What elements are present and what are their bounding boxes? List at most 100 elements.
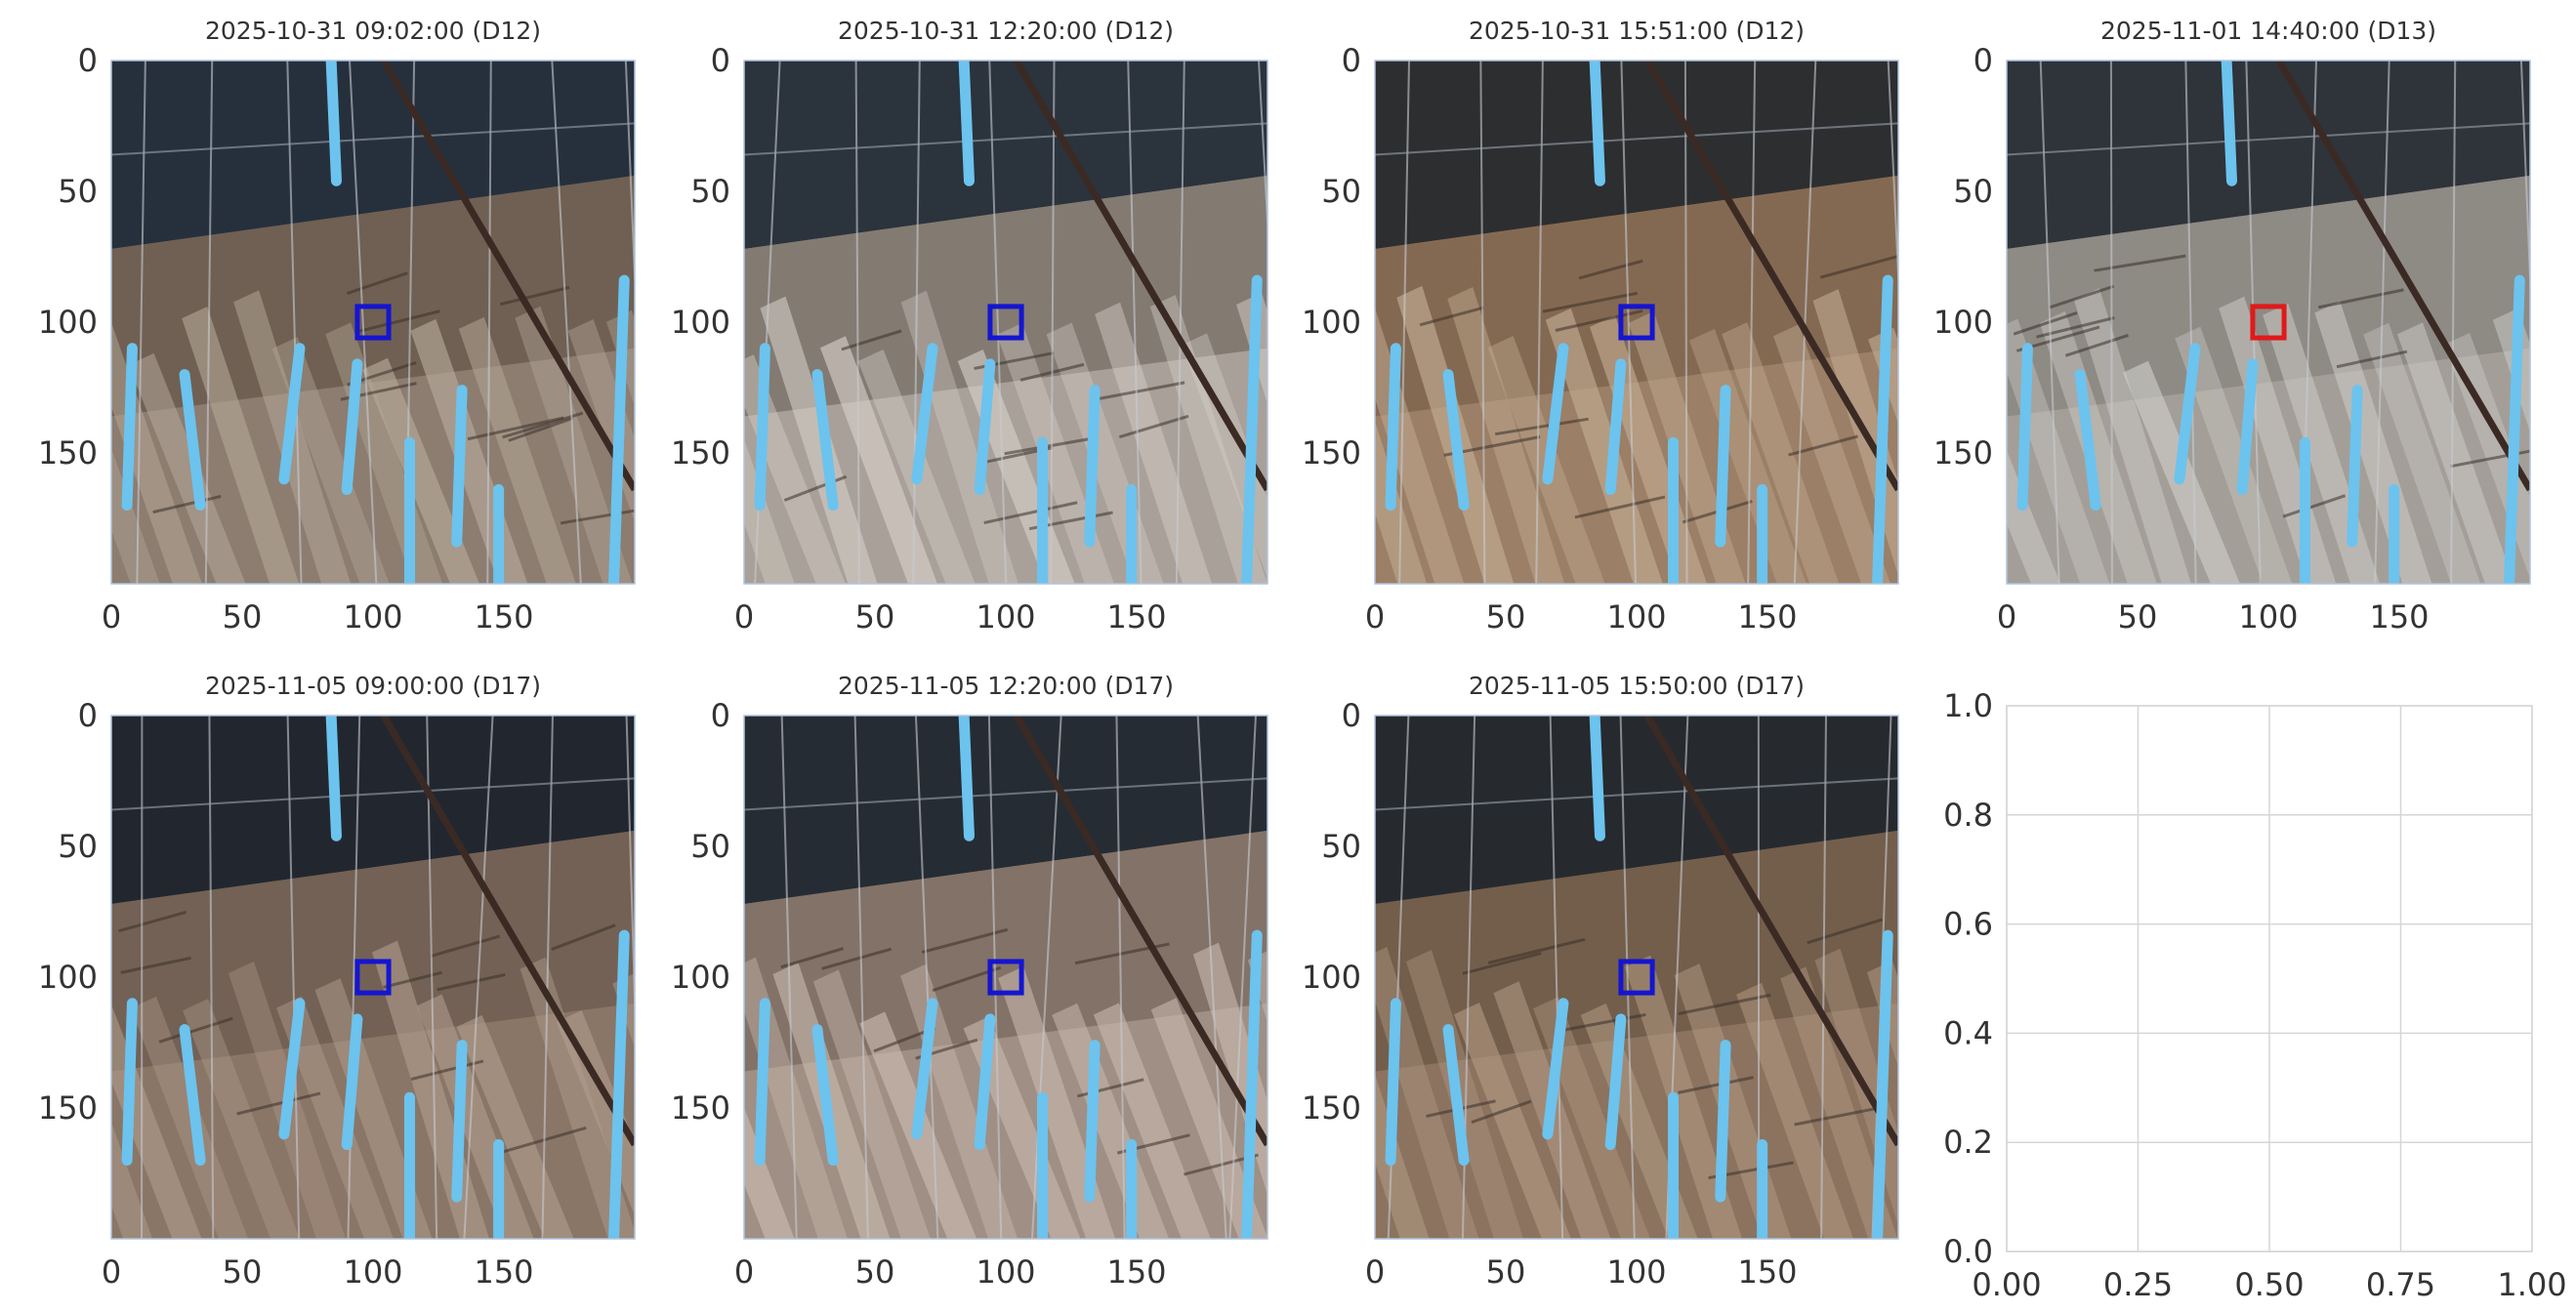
x-tick-label: 150 <box>2369 598 2429 636</box>
x-tick-label: 0 <box>734 1253 754 1291</box>
empty-axes: 0.00 0.25 0.50 0.75 1.00 0.0 0.2 0.4 0.6 0.8 1.0 <box>1943 687 2567 1303</box>
image-panel-4: 2025-11-01 14:40:00 (D13) 0 50 100 150 0 50 100… <box>1933 17 2531 636</box>
support-wire <box>1549 716 1564 1239</box>
anchor-rod <box>179 369 206 512</box>
support-wire <box>286 716 301 1239</box>
anchor-rod <box>1241 929 1263 1239</box>
support-wire <box>1030 716 1062 1239</box>
x-tick-label: 0 <box>1365 1253 1385 1291</box>
rock-crack <box>841 329 902 351</box>
y-tick-label: 0 <box>78 697 98 734</box>
anchor-rod <box>1715 385 1731 548</box>
support-wire <box>2184 61 2197 584</box>
y-tick-label: 50 <box>58 173 98 210</box>
net-line <box>111 122 635 156</box>
rock-crack <box>1678 993 1771 1015</box>
panel-title: 2025-10-31 09:02:00 (D12) <box>205 17 541 45</box>
dark-band <box>111 61 635 249</box>
camera-image <box>1375 61 1898 584</box>
anchor-rod <box>958 61 975 186</box>
rock-strata <box>2175 326 2293 584</box>
support-wire <box>1820 716 1827 1239</box>
rock-crack <box>502 411 584 439</box>
rock-crack <box>1090 381 1185 402</box>
support-wire <box>912 61 921 584</box>
mid-band <box>2007 175 2530 417</box>
image-panel-6: 2025-11-05 12:20:00 (D17) 0 50 100 150 0 50 100… <box>671 672 1268 1291</box>
anchor-rod <box>1715 1040 1731 1203</box>
rock-crack <box>780 947 845 969</box>
support-wire <box>2374 61 2390 584</box>
support-wire <box>1196 716 1227 1239</box>
rock-strata <box>1150 998 1267 1239</box>
support-wire <box>987 716 1003 1239</box>
y-tick-label: 50 <box>690 173 730 210</box>
y-tick-label: 100 <box>671 304 730 341</box>
support-wire <box>1228 716 1257 1239</box>
x-tick-label: 150 <box>474 1253 533 1291</box>
support-wire <box>2450 61 2457 584</box>
y-tick-label: 50 <box>1321 828 1361 865</box>
y-tick-label: 150 <box>38 1089 98 1127</box>
anchor-rod <box>1542 343 1569 485</box>
rock-strata <box>1780 966 1898 1239</box>
support-wire <box>551 61 582 584</box>
anchor-rod <box>608 929 630 1239</box>
anchor-rod <box>2347 385 2363 548</box>
rock-strata <box>276 996 395 1239</box>
anchor-rod <box>2504 274 2525 584</box>
image-panel-5: 2025-11-05 09:00:00 (D17) 0 50 100 150 0 50 100… <box>38 672 636 1291</box>
roi-marker <box>1618 304 1655 341</box>
support-wire <box>1793 61 1817 584</box>
rock-strata <box>182 307 300 584</box>
x-tick-label: 50 <box>855 598 895 636</box>
rock-crack <box>551 923 616 951</box>
y-tick-label: 100 <box>38 959 98 996</box>
x-tick-label: 50 <box>223 1253 263 1291</box>
support-wire <box>2039 61 2060 584</box>
rock-crack <box>1419 306 1484 327</box>
y-tick-label: 50 <box>58 828 98 865</box>
anchor-rod <box>1084 1040 1101 1203</box>
anchor-rod <box>1589 61 1605 186</box>
diagonal-pipe <box>380 716 635 1147</box>
support-wire <box>2109 61 2113 584</box>
net-line <box>1375 777 1898 811</box>
x-tick-label: 150 <box>1106 598 1166 636</box>
rock-strata <box>1095 302 1213 584</box>
y-tick-label: 0.2 <box>1943 1124 1993 1161</box>
support-wire <box>2519 61 2530 302</box>
axes-frame <box>110 715 636 1240</box>
anchor-rod <box>325 716 342 841</box>
support-wire <box>349 61 378 584</box>
dark-band <box>1375 716 1898 904</box>
rock-strata <box>1405 949 1523 1239</box>
dark-band <box>1375 61 1898 249</box>
x-tick-label: 50 <box>2118 598 2158 636</box>
y-tick-label: 100 <box>1302 959 1361 996</box>
support-wire <box>208 716 215 1239</box>
anchor-rod <box>1385 343 1401 512</box>
diagonal-pipe <box>1013 61 1267 492</box>
support-wire <box>286 61 303 584</box>
camera-image <box>744 716 1267 1239</box>
rock-crack <box>1819 254 1898 279</box>
anchor-rod <box>608 274 630 584</box>
y-tick-label: 100 <box>38 304 98 341</box>
dark-band <box>2007 61 2530 249</box>
axes-frame <box>743 60 1268 585</box>
support-wire <box>541 716 554 1239</box>
diagonal-pipe <box>2275 61 2530 492</box>
panel-title: 2025-11-05 15:50:00 (D17) <box>1469 672 1805 700</box>
axes-frame <box>2006 60 2531 585</box>
rock-crack <box>2064 334 2129 357</box>
support-wire <box>1127 61 1143 584</box>
rock-strata <box>1453 1003 1571 1239</box>
net-line <box>111 777 635 811</box>
rock-strata <box>2397 322 2515 584</box>
y-tick-label: 50 <box>1953 173 1993 210</box>
anchor-rod <box>911 998 938 1140</box>
rock-strata <box>416 994 534 1239</box>
anchor-rod <box>1241 274 1263 584</box>
